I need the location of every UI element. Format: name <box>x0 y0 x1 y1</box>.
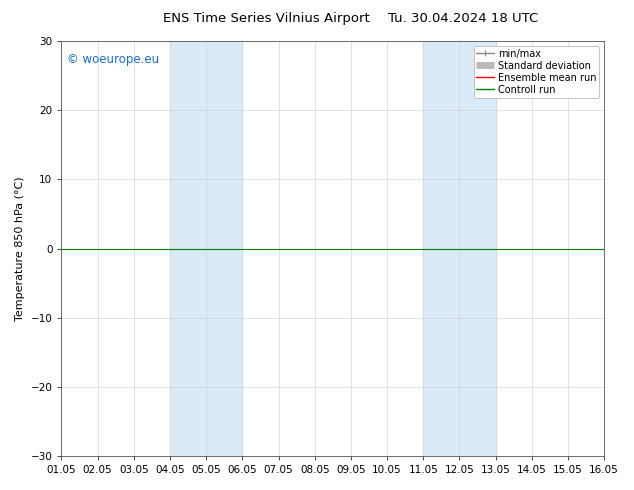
Legend: min/max, Standard deviation, Ensemble mean run, Controll run: min/max, Standard deviation, Ensemble me… <box>474 46 599 98</box>
Text: © woeurope.eu: © woeurope.eu <box>67 53 159 67</box>
Text: Tu. 30.04.2024 18 UTC: Tu. 30.04.2024 18 UTC <box>388 12 538 25</box>
Bar <box>170 41 242 456</box>
Bar <box>424 41 496 456</box>
Y-axis label: Temperature 850 hPa (°C): Temperature 850 hPa (°C) <box>15 176 25 321</box>
Text: ENS Time Series Vilnius Airport: ENS Time Series Vilnius Airport <box>163 12 370 25</box>
